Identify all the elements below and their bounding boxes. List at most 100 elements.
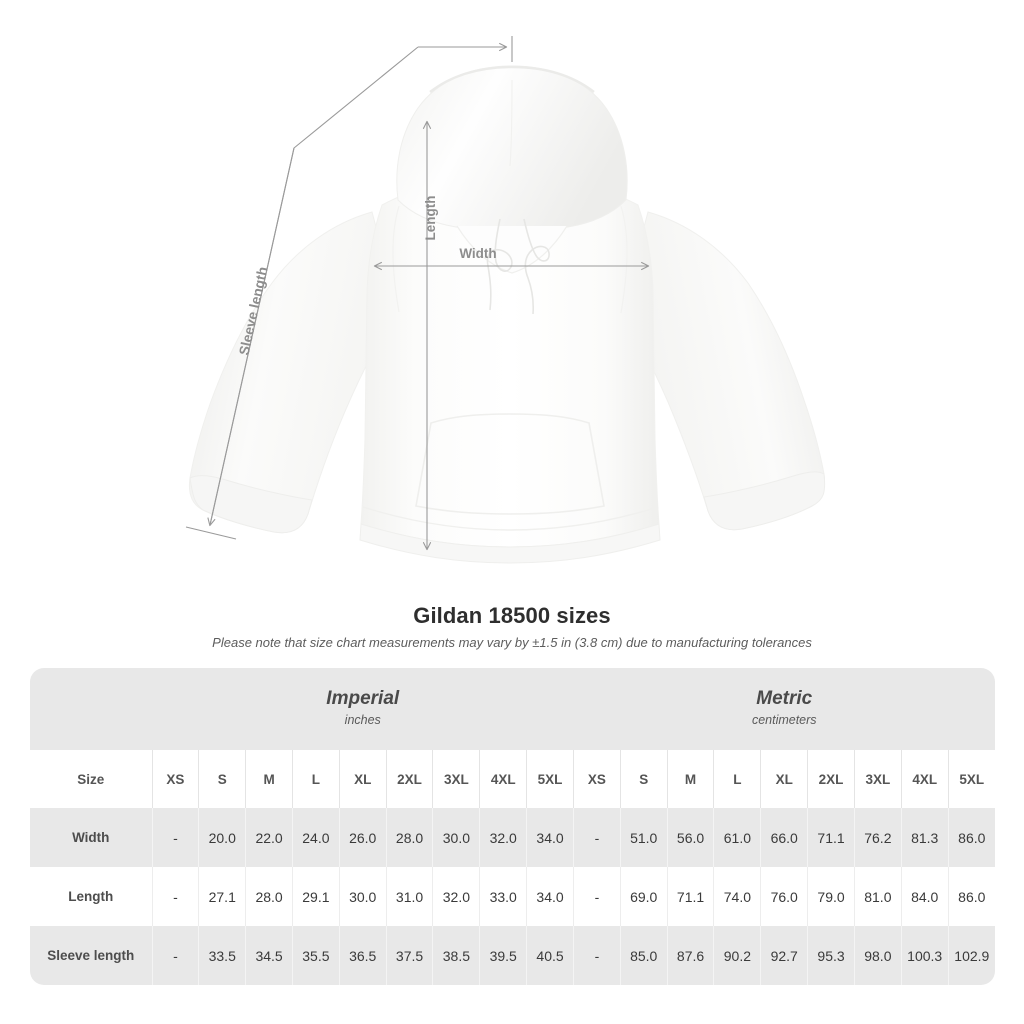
size-header-imperial-m: M bbox=[245, 750, 293, 808]
size-header-metric-xl: XL bbox=[760, 750, 808, 808]
table-row: Length -27.1 28.0 29.1 30.0 31.0 32.0 33.0 34.0-… bbox=[30, 867, 995, 926]
cell-length-metric-xs: - bbox=[572, 867, 621, 926]
cell-sleeve-length-metric-4xl: 100.3 bbox=[900, 926, 949, 985]
cell-length-imperial-s: 27.1 bbox=[198, 867, 246, 926]
cell-width-imperial-m: 22.0 bbox=[245, 808, 293, 867]
right-drawstring bbox=[523, 218, 550, 315]
cell-length-imperial-2xl: 31.0 bbox=[385, 867, 433, 926]
cell-width-metric-m: 56.0 bbox=[666, 808, 714, 867]
page-title: Gildan 18500 sizes bbox=[413, 603, 611, 628]
sleeve-length-arrow bbox=[207, 147, 295, 527]
cell-sleeve-length-imperial-3xl: 38.5 bbox=[432, 926, 480, 985]
sleeve-length-end-tick bbox=[185, 526, 237, 540]
cell-length-metric-4xl: 84.0 bbox=[900, 867, 949, 926]
banner-imperial-title: Imperial bbox=[326, 688, 400, 710]
cell-width-metric-2xl: 71.1 bbox=[807, 808, 855, 867]
left-cuff bbox=[189, 475, 313, 534]
size-header-imperial-4xl: 4XL bbox=[479, 750, 527, 808]
tolerance-note: Please note that size chart measurements… bbox=[212, 635, 812, 650]
size-chart-table: Imperial inches Metric centimeters Size XS S M L… bbox=[30, 668, 995, 985]
cell-width-imperial-s: 20.0 bbox=[198, 808, 246, 867]
cell-sleeve-length-metric-2xl: 95.3 bbox=[807, 926, 855, 985]
cell-length-metric-2xl: 79.0 bbox=[807, 867, 855, 926]
cell-width-imperial-2xl: 28.0 bbox=[385, 808, 433, 867]
banner-spacer bbox=[30, 668, 152, 750]
cell-sleeve-length-imperial-xs: - bbox=[151, 926, 199, 985]
hood-center-crease bbox=[509, 79, 513, 167]
cell-sleeve-length-metric-xl: 92.7 bbox=[760, 926, 808, 985]
hoodie-diagram: Sleeve length Length Width bbox=[185, 36, 826, 564]
cell-sleeve-length-metric-3xl: 98.0 bbox=[853, 926, 902, 985]
size-header-metric-5xl: 5XL bbox=[947, 750, 995, 808]
length-label: Length bbox=[423, 196, 438, 241]
hoodie-artwork bbox=[188, 65, 826, 564]
right-shoulder-seam bbox=[620, 205, 628, 314]
cell-sleeve-length-metric-l: 90.2 bbox=[713, 926, 761, 985]
measurement-label-length: Length bbox=[30, 867, 152, 926]
size-header-row: Size XS S M L XL 2XL 3XL 4XL 5XL XS S M L XL 2XL 3XL 4XL 5… bbox=[30, 750, 995, 808]
hood-trim bbox=[429, 65, 595, 93]
cell-sleeve-length-metric-xs: - bbox=[572, 926, 621, 985]
cell-length-metric-m: 71.1 bbox=[666, 867, 714, 926]
cell-sleeve-length-imperial-s: 33.5 bbox=[198, 926, 246, 985]
banner-metric: Metric centimeters bbox=[573, 668, 995, 750]
banner-metric-subtitle: centimeters bbox=[751, 712, 817, 727]
cell-length-imperial-l: 29.1 bbox=[291, 867, 340, 926]
cell-sleeve-length-imperial-l: 35.5 bbox=[291, 926, 340, 985]
kangaroo-pocket bbox=[415, 413, 605, 515]
garment-illustration: Sleeve length Length Width bbox=[185, 36, 826, 564]
size-header-metric-l: L bbox=[713, 750, 761, 808]
size-header-imperial-xs: XS bbox=[151, 750, 199, 808]
cell-width-imperial-l: 24.0 bbox=[291, 808, 340, 867]
cell-length-metric-l: 74.0 bbox=[713, 867, 761, 926]
cell-sleeve-length-imperial-m: 34.5 bbox=[245, 926, 293, 985]
cell-sleeve-length-metric-s: 85.0 bbox=[619, 926, 668, 985]
cell-width-imperial-xl: 26.0 bbox=[338, 808, 387, 867]
dimension-lines bbox=[185, 36, 650, 551]
size-header-metric-m: M bbox=[666, 750, 714, 808]
cell-sleeve-length-imperial-xl: 36.5 bbox=[338, 926, 387, 985]
cell-length-imperial-3xl: 32.0 bbox=[432, 867, 480, 926]
cell-width-metric-xl: 66.0 bbox=[760, 808, 808, 867]
cell-length-metric-3xl: 81.0 bbox=[853, 867, 902, 926]
cell-length-metric-s: 69.0 bbox=[619, 867, 668, 926]
cell-width-imperial-3xl: 30.0 bbox=[432, 808, 480, 867]
measurement-label-width: Width bbox=[30, 808, 152, 867]
size-header-label: Size bbox=[30, 750, 152, 808]
size-header-metric-s: S bbox=[619, 750, 668, 808]
size-chart-table-container: Imperial inches Metric centimeters Size XS S M L… bbox=[30, 668, 995, 985]
right-cuff bbox=[703, 471, 826, 531]
size-header-imperial-s: S bbox=[198, 750, 246, 808]
size-header-imperial-l: L bbox=[291, 750, 340, 808]
cell-width-metric-s: 51.0 bbox=[619, 808, 668, 867]
size-header-imperial-5xl: 5XL bbox=[526, 750, 574, 808]
cell-sleeve-length-imperial-5xl: 40.5 bbox=[526, 926, 574, 985]
cell-length-imperial-4xl: 33.0 bbox=[479, 867, 527, 926]
measurement-label-sleeve-length: Sleeve length bbox=[30, 926, 152, 985]
neck-opening bbox=[456, 225, 568, 274]
size-header-imperial-xl: XL bbox=[338, 750, 387, 808]
size-header-metric-3xl: 3XL bbox=[853, 750, 902, 808]
cell-length-metric-xl: 76.0 bbox=[760, 867, 808, 926]
size-header-imperial-3xl: 3XL bbox=[432, 750, 480, 808]
cell-sleeve-length-metric-m: 87.6 bbox=[666, 926, 714, 985]
cell-width-metric-5xl: 86.0 bbox=[947, 808, 995, 867]
size-header-metric-4xl: 4XL bbox=[900, 750, 949, 808]
cell-width-metric-4xl: 81.3 bbox=[900, 808, 949, 867]
cell-sleeve-length-imperial-2xl: 37.5 bbox=[385, 926, 433, 985]
cell-width-metric-l: 61.0 bbox=[713, 808, 761, 867]
left-shoulder-seam bbox=[392, 205, 400, 313]
size-header-metric-2xl: 2XL bbox=[807, 750, 855, 808]
cell-length-imperial-xs: - bbox=[151, 867, 199, 926]
cell-width-metric-3xl: 76.2 bbox=[853, 808, 902, 867]
size-header-metric-xs: XS bbox=[572, 750, 621, 808]
cell-width-imperial-5xl: 34.0 bbox=[526, 808, 574, 867]
cell-sleeve-length-metric-5xl: 102.9 bbox=[947, 926, 995, 985]
cell-length-metric-5xl: 86.0 bbox=[947, 867, 995, 926]
cell-length-imperial-5xl: 34.0 bbox=[526, 867, 574, 926]
waistband bbox=[359, 523, 661, 564]
cell-width-imperial-xs: - bbox=[151, 808, 199, 867]
cell-width-metric-xs: - bbox=[572, 808, 621, 867]
cell-length-imperial-m: 28.0 bbox=[245, 867, 293, 926]
unit-banner-row: Imperial inches Metric centimeters bbox=[30, 668, 995, 750]
